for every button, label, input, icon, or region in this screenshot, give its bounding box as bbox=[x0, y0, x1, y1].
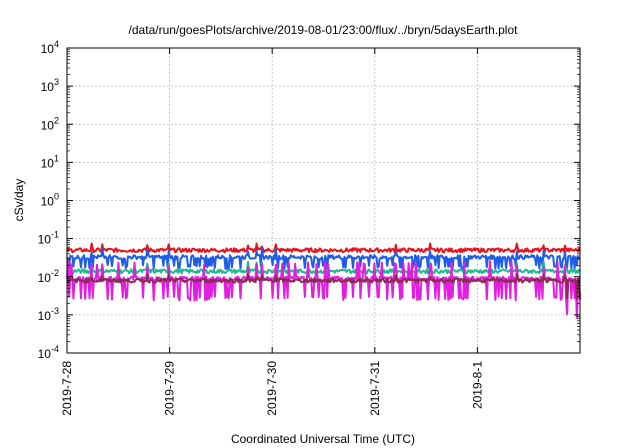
series-line bbox=[66, 260, 581, 275]
y-tick-label: 103 bbox=[41, 77, 59, 94]
series-line bbox=[66, 247, 581, 270]
series-line bbox=[66, 242, 581, 254]
y-axis-ticks: 10-4 10-3 10-2 10-1 100 101 102 103 104 bbox=[38, 39, 580, 361]
x-axis-label: Coordinated Universal Time (UTC) bbox=[231, 432, 415, 446]
x-tick-label: 2019-7-29 bbox=[163, 361, 177, 416]
y-tick-label: 10-1 bbox=[38, 230, 59, 247]
y-axis-label: cSv/day bbox=[12, 179, 26, 222]
y-tick-label: 10-2 bbox=[38, 268, 59, 285]
y-tick-label: 100 bbox=[41, 192, 59, 209]
series-lines bbox=[66, 242, 581, 319]
y-tick-label: 10-3 bbox=[38, 306, 59, 323]
grid-lines bbox=[67, 48, 580, 353]
chart-title: /data/run/goesPlots/archive/2019-08-01/2… bbox=[129, 23, 519, 37]
x-tick-label: 2019-7-28 bbox=[60, 361, 74, 416]
x-tick-label: 2019-8-1 bbox=[470, 361, 484, 409]
x-tick-label: 2019-7-31 bbox=[368, 361, 382, 416]
series-line bbox=[66, 273, 581, 300]
y-tick-label: 10-4 bbox=[38, 344, 59, 361]
y-tick-label: 102 bbox=[41, 115, 59, 132]
series-line bbox=[66, 259, 581, 319]
x-axis-ticks: 2019-7-28 2019-7-29 2019-7-30 2019-7-31 2019… bbox=[60, 48, 484, 416]
x-tick-label: 2019-7-30 bbox=[265, 361, 279, 416]
y-tick-label: 101 bbox=[41, 153, 59, 170]
y-tick-label: 104 bbox=[41, 39, 59, 56]
